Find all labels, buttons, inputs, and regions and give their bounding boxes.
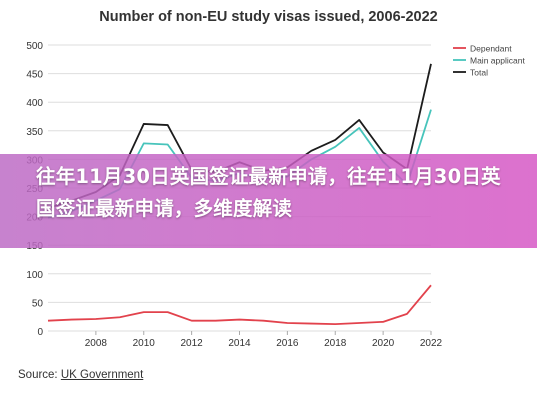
x-tick-label: 2014 xyxy=(228,338,251,349)
y-tick-label: 100 xyxy=(26,270,43,281)
x-tick-label: 2010 xyxy=(133,338,156,349)
y-tick-label: 50 xyxy=(32,298,44,309)
chart-title: Number of non-EU study visas issued, 200… xyxy=(99,9,438,25)
series-line-dependant xyxy=(47,284,432,326)
legend-label: Dependant xyxy=(470,44,512,54)
y-tick-label: 0 xyxy=(37,327,43,338)
title-banner xyxy=(0,154,537,248)
x-tick-label: 2020 xyxy=(372,338,395,349)
legend-label: Main applicant xyxy=(470,56,525,66)
legend-label: Total xyxy=(470,68,488,78)
x-tick-label: 2022 xyxy=(420,338,443,349)
x-tick-label: 2012 xyxy=(181,338,204,349)
y-tick-label: 400 xyxy=(26,98,43,109)
x-tick-label: 2016 xyxy=(276,338,299,349)
y-tick-label: 450 xyxy=(26,70,43,81)
legend: Dependant Main applicant Total xyxy=(453,44,525,78)
y-tick-label: 350 xyxy=(26,127,43,138)
source-note: Source: UK Government xyxy=(18,369,143,381)
x-tick-label: 2018 xyxy=(324,338,347,349)
source-label: Source: xyxy=(18,369,61,381)
source-link[interactable]: UK Government xyxy=(60,369,144,381)
x-tick-label: 2008 xyxy=(85,338,108,349)
x-tick-labels: 2008 2010 2012 2014 2016 2018 2020 2022 xyxy=(85,331,443,349)
y-tick-label: 500 xyxy=(26,41,43,52)
banner-title: 往年11月30日英国签证最新申请，往年11月30日英国签证最新申请，多维度解读 xyxy=(36,165,501,220)
